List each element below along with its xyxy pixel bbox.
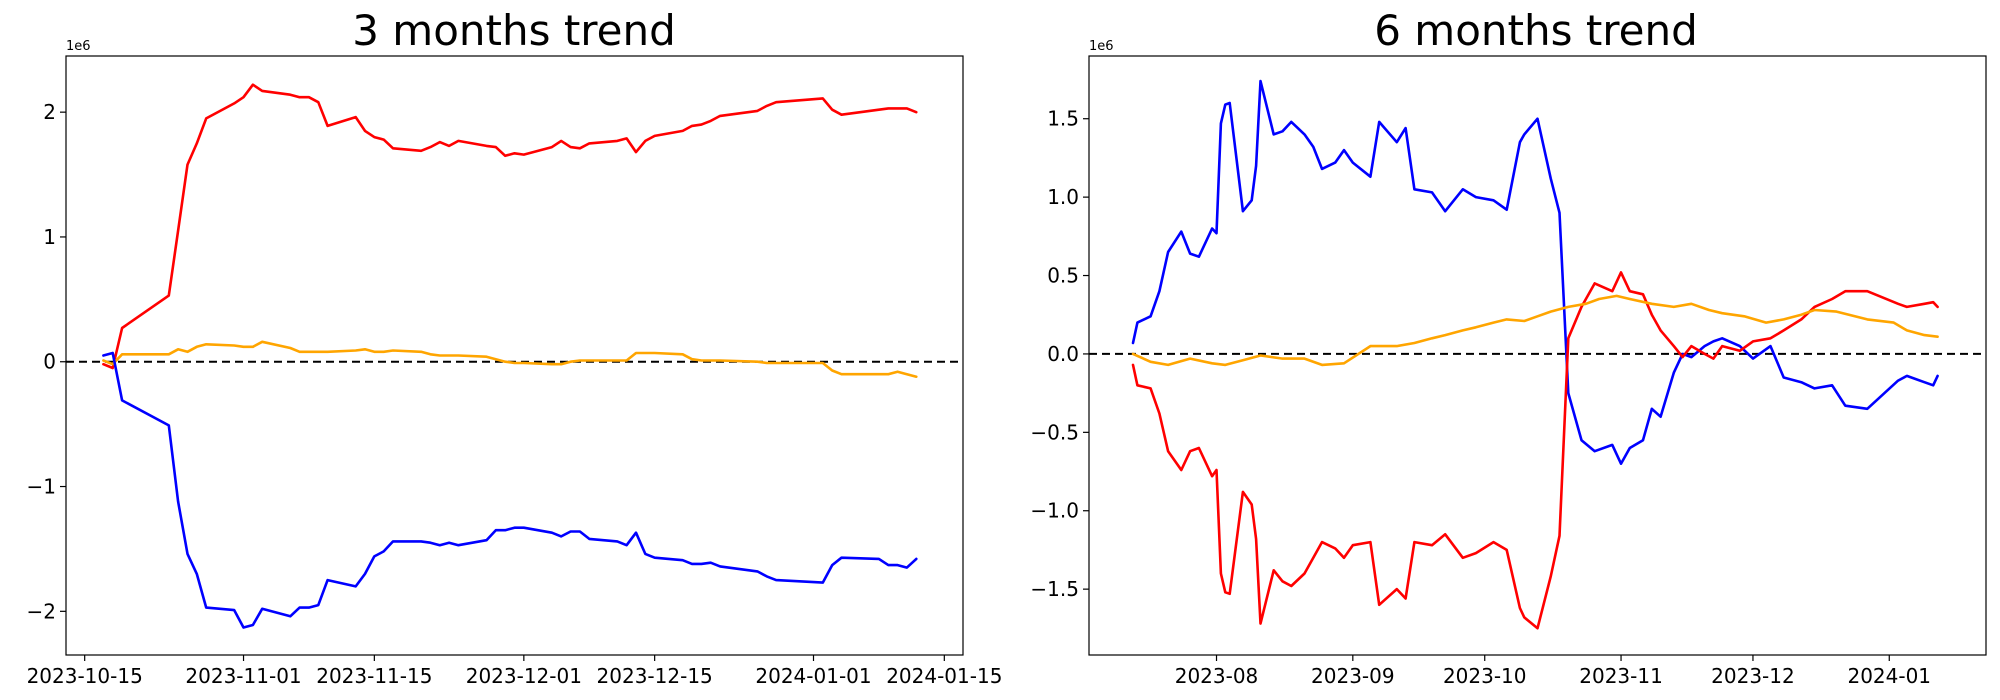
x-tick-label: 2023-12-15 <box>597 664 713 688</box>
x-tick-label: 2023-11 <box>1579 664 1663 688</box>
y-axis-offset-label: 1e6 <box>66 39 91 54</box>
x-tick-label: 2023-10 <box>1443 664 1527 688</box>
series-line-2 <box>102 351 918 629</box>
y-axis-offset-label: 1e6 <box>1089 39 1114 54</box>
x-tick-label: 2023-08 <box>1175 664 1259 688</box>
chart-title: 3 months trend <box>352 6 676 55</box>
x-tick-label: 2023-11-15 <box>316 664 432 688</box>
x-axis: 2023-08 2023-09 2023-10 2023-11 2023-12 2024-… <box>1175 655 1931 688</box>
series-line-0 <box>1131 79 1939 466</box>
x-tick-label: 2023-12 <box>1711 664 1795 688</box>
series-line-2 <box>1131 294 1939 367</box>
y-tick-label: 1.0 <box>1047 185 1079 209</box>
series-line-0 <box>102 83 918 370</box>
series-group <box>1131 79 1939 630</box>
y-tick-label: −1.5 <box>1030 577 1079 601</box>
y-tick-label: 0.0 <box>1047 342 1079 366</box>
y-tick-label: −1.0 <box>1030 499 1079 523</box>
y-tick-label: 1.5 <box>1047 107 1079 131</box>
x-tick-label: 2023-10-15 <box>27 664 143 688</box>
y-tick-label: −1 <box>27 475 56 499</box>
x-tick-label: 2023-12-01 <box>466 664 582 688</box>
x-tick-label: 2023-11-01 <box>185 664 301 688</box>
y-tick-label: 1 <box>43 225 56 249</box>
chart-3-months: 3 months trend 1e6 2023-10-15 2023-11-01 2… <box>27 6 1003 688</box>
y-axis: −2 −1 0 1 2 <box>27 100 66 623</box>
plot-area-frame <box>65 55 964 656</box>
plot-area-frame <box>1088 55 1987 656</box>
y-tick-label: −0.5 <box>1030 420 1079 444</box>
y-tick-label: −2 <box>27 599 56 623</box>
y-tick-label: 0.5 <box>1047 264 1079 288</box>
y-tick-label: 2 <box>43 100 56 124</box>
x-tick-label: 2024-01 <box>1847 664 1931 688</box>
series-group <box>102 83 918 629</box>
series-line-1 <box>102 340 918 379</box>
y-tick-label: 0 <box>43 350 56 374</box>
x-tick-label: 2024-01-15 <box>886 664 1002 688</box>
y-axis: −1.5 −1.0 −0.5 0.0 0.5 1.0 1.5 <box>1030 107 1089 601</box>
x-tick-label: 2023-09 <box>1311 664 1395 688</box>
chart-title: 6 months trend <box>1374 6 1698 55</box>
x-tick-label: 2024-01-01 <box>755 664 871 688</box>
x-axis: 2023-10-15 2023-11-01 2023-11-15 2023-12-01… <box>27 655 1002 688</box>
series-line-1 <box>1131 271 1939 630</box>
chart-6-months: 6 months trend 1e6 2023-08 2023-09 2023-10… <box>1030 6 1987 688</box>
